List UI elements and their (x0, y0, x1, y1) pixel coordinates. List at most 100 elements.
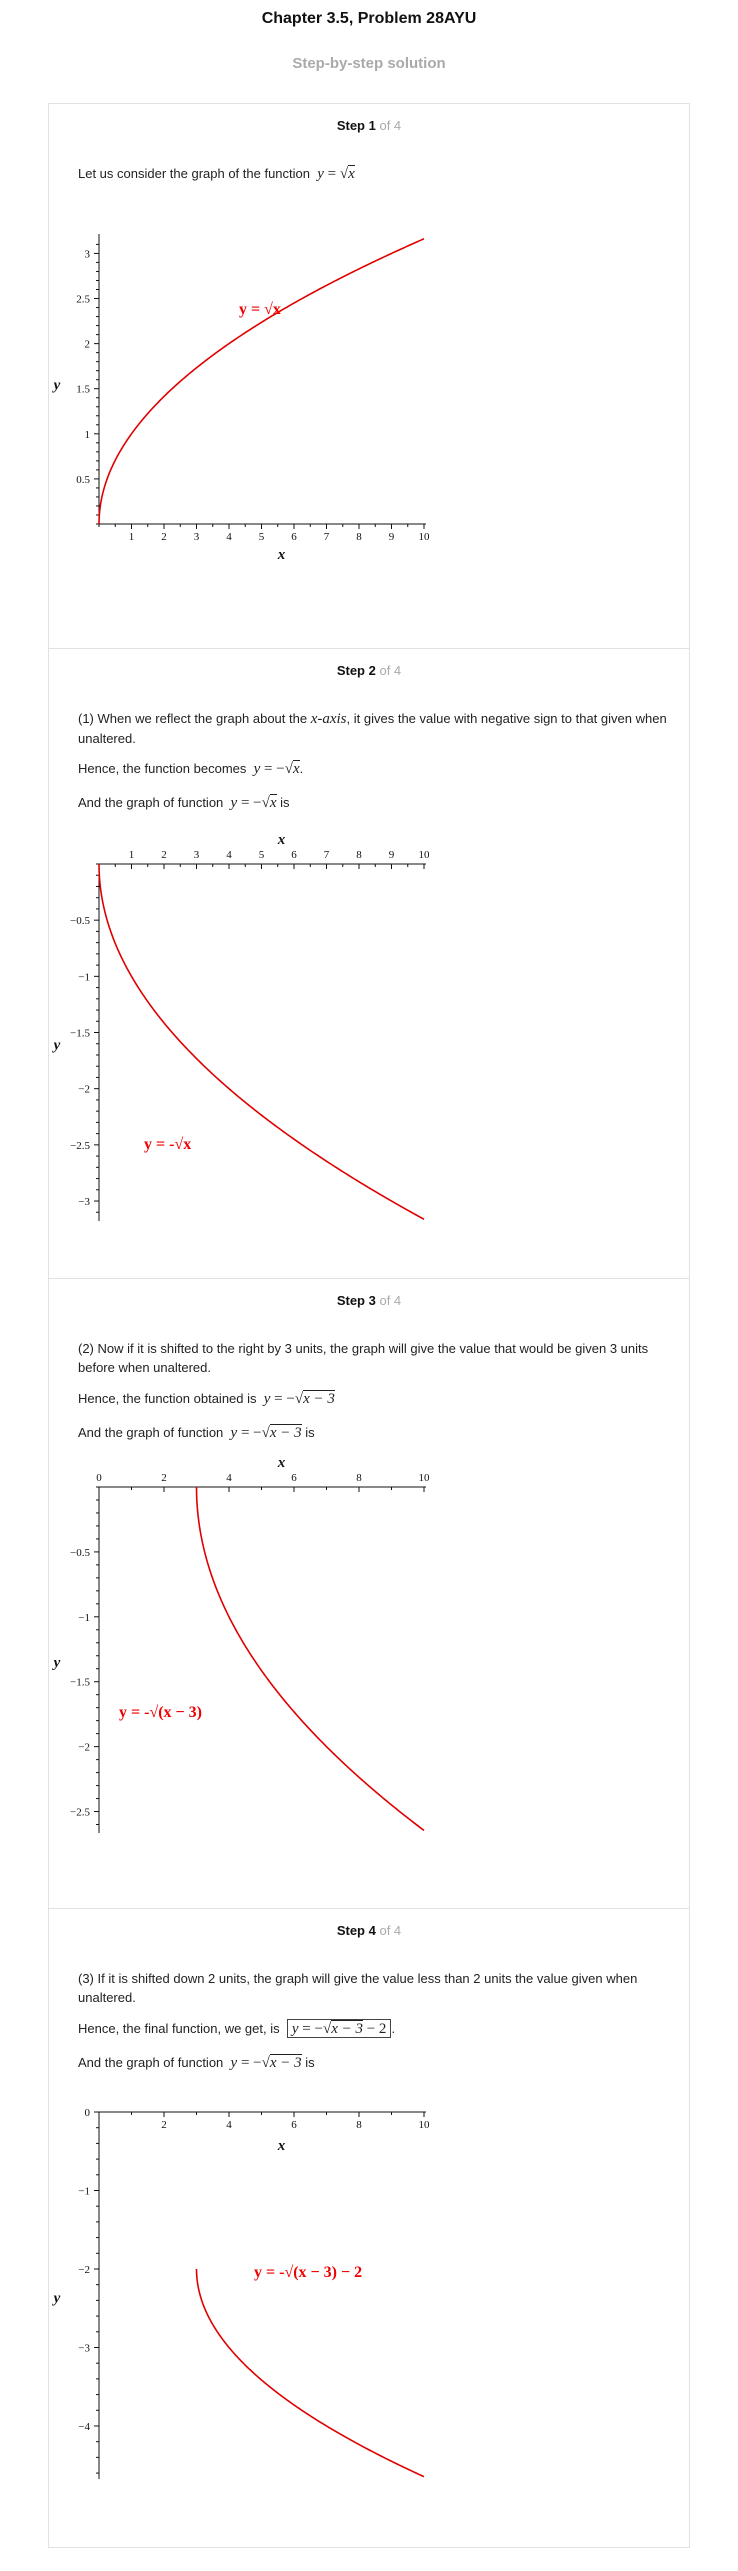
step-text-intro: Let us consider the graph of the functio… (78, 166, 310, 181)
x-axis-label: x (277, 832, 286, 848)
y-tick-label: 2.5 (76, 294, 90, 306)
y-axis-label: y (52, 1038, 61, 1054)
page-subtitle: Step-by-step solution (292, 55, 446, 72)
x-tick-label: 2 (161, 531, 167, 543)
y-tick-label: −2 (78, 1742, 90, 1754)
text-part: And the graph of function (78, 2055, 224, 2070)
function-curve (98, 863, 425, 1220)
x-axis-label: x (277, 547, 286, 563)
x-tick-label: 4 (226, 849, 232, 861)
step-card-1: Step 1 of 4 Let us consider the graph of… (48, 103, 690, 649)
step-text: (1) When we reflect the graph about the … (78, 709, 678, 748)
x-tick-label: 4 (226, 531, 232, 543)
text-part: is (305, 1425, 315, 1440)
text-part: And the graph of function (78, 795, 224, 810)
step-of: of 4 (379, 118, 402, 133)
x-tick-label: 0 (96, 1472, 102, 1484)
step-of: of 4 (379, 1923, 402, 1938)
x-tick-label: 5 (259, 531, 265, 543)
step-card-3: Step 3 of 4 (2) Now if it is shifted to … (48, 1278, 690, 1909)
y-tick-label: −1 (78, 2185, 90, 2197)
x-tick-label: 1 (129, 849, 135, 861)
text-part: Hence, the function obtained is (78, 1391, 257, 1406)
x-tick-label: 7 (324, 531, 330, 543)
step-of: of 4 (379, 663, 402, 678)
graph-neg-sqrt-x: 1 2 3 4 5 6 7 8 9 10 −0.5 −1 −1.5 −2 −2.5 −3 x y y = -√x (52, 832, 431, 1221)
step-label: Step 4 (336, 1923, 376, 1938)
y-tick-label: −0.5 (70, 1547, 90, 1559)
x-tick-label: 6 (291, 2119, 297, 2131)
step-text: And the graph of function y = −√x is (78, 794, 290, 811)
y-tick-label: −1 (78, 971, 90, 983)
step-text: And the graph of function y = −√x − 3 is (78, 1424, 315, 1441)
x-tick-label: 8 (356, 2119, 362, 2131)
x-tick-label: 9 (389, 531, 395, 543)
text-math: x-axis (310, 711, 347, 727)
x-axis-label: x (277, 1455, 286, 1471)
x-tick-label: 6 (291, 531, 297, 543)
curve-label: y = -√(x − 3) − 2 (254, 2264, 362, 2281)
curve-label: y = √x (239, 301, 281, 318)
x-tick-label: 4 (226, 1472, 232, 1484)
y-tick-label: −2 (78, 2264, 90, 2276)
step-label: Step 3 (336, 1293, 376, 1308)
x-tick-label: 7 (324, 849, 330, 861)
x-tick-label: 3 (194, 531, 200, 543)
y-tick-label: −3 (78, 1196, 90, 1208)
function-curve (195, 1486, 425, 1832)
final-answer-box: y = −√x − 3 − 2 (286, 2019, 392, 2038)
x-tick-label: 10 (419, 849, 431, 861)
y-tick-label: −0.5 (70, 915, 90, 927)
x-tick-label: 6 (291, 1472, 297, 1484)
y-tick-label: −1.5 (70, 1677, 90, 1689)
y-tick-label: −2 (78, 1084, 90, 1096)
text-part: , it gives the value with negative sign … (78, 711, 667, 746)
formula-sqrt-x: y (317, 166, 324, 182)
y-tick-label: 0.5 (76, 474, 90, 486)
y-tick-label: 1.5 (76, 384, 90, 396)
curve-label: y = -√x (144, 1136, 191, 1153)
x-tick-label: 4 (226, 2119, 232, 2131)
x-tick-label: 1 (129, 531, 135, 543)
text-part: is (305, 2055, 315, 2070)
step-text: Let us consider the graph of the functio… (78, 165, 355, 182)
y-tick-label: 1 (85, 429, 91, 441)
step-heading: Step 2 of 4 (49, 663, 689, 678)
graph-final: 2 4 6 8 10 0 −1 −2 −3 −4 x y y = -√(x − 3) − 2 (52, 2107, 431, 2479)
y-tick-label: −2.5 (70, 1807, 90, 1819)
step-heading: Step 4 of 4 (49, 1923, 689, 1938)
y-tick-label: 3 (85, 248, 91, 260)
y-tick-label: −4 (78, 2421, 90, 2433)
y-tick-label: −3 (78, 2342, 90, 2354)
y-tick-label: −2.5 (70, 1140, 90, 1152)
text-part: (1) When we reflect the graph about the (78, 711, 308, 726)
y-axis-label: y (52, 1655, 61, 1671)
y-tick-label: −1.5 (70, 1028, 90, 1040)
function-curve (98, 238, 425, 525)
x-tick-label: 2 (161, 1472, 167, 1484)
y-tick-label: 0 (85, 2107, 91, 2119)
step-text: Hence, the final function, we get, is y … (78, 2019, 396, 2038)
x-tick-label: 9 (389, 849, 395, 861)
step-label: Step 2 (336, 663, 376, 678)
x-tick-label: 10 (419, 1472, 431, 1484)
x-tick-label: 2 (161, 2119, 167, 2131)
x-tick-label: 10 (419, 2119, 431, 2131)
step-text: Hence, the function obtained is y = −√x … (78, 1390, 335, 1407)
x-tick-label: 8 (356, 531, 362, 543)
text-part: Hence, the final function, we get, is (78, 2021, 280, 2036)
step-heading: Step 1 of 4 (49, 118, 689, 133)
x-tick-label: 8 (356, 1472, 362, 1484)
graph-neg-sqrt-x-minus-3: 0 2 4 6 8 10 −0.5 −1 −1.5 −2 −2.5 x y y = -√(x − 3) (52, 1455, 431, 1833)
curve-label: y = -√(x − 3) (119, 1704, 202, 1721)
x-tick-label: 2 (161, 849, 167, 861)
step-text: Hence, the function becomes y = −√x. (78, 760, 304, 777)
step-of: of 4 (379, 1293, 402, 1308)
step-card-2: Step 2 of 4 (1) When we reflect the grap… (48, 648, 690, 1279)
y-tick-label: 2 (85, 339, 91, 351)
graph-sqrt-x: 1 2 3 4 5 6 7 8 9 10 0.5 1 1.5 2 2.5 3 x y y = √x (52, 234, 430, 563)
step-heading: Step 3 of 4 (49, 1293, 689, 1308)
text-part: is (280, 795, 290, 810)
step-card-4: Step 4 of 4 (3) If it is shifted down 2 … (48, 1908, 690, 2548)
y-tick-label: −1 (78, 1612, 90, 1624)
